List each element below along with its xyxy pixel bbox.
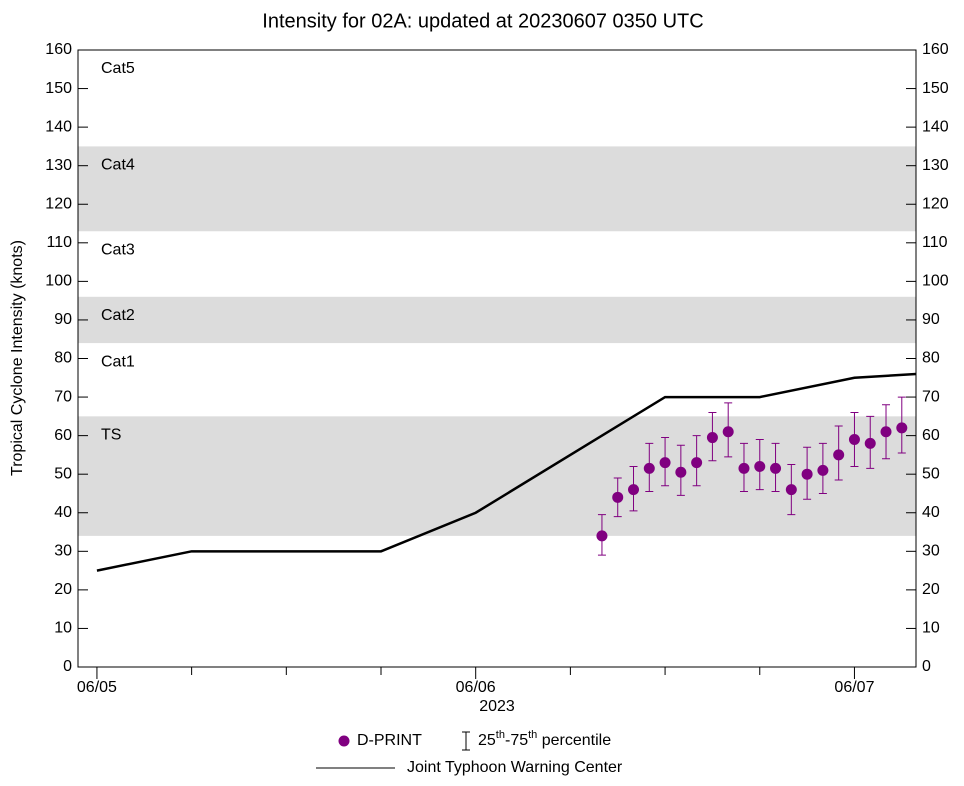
y-tick-label: 110 — [922, 234, 948, 251]
dprint-point — [659, 457, 671, 469]
y-tick-label: 130 — [45, 157, 72, 174]
y-tick-label: 40 — [922, 504, 940, 521]
dprint-point — [880, 426, 892, 438]
dprint-point — [896, 422, 908, 434]
dprint-point — [754, 460, 766, 472]
x-tick-label: 06/06 — [456, 679, 496, 696]
band-label: TS — [101, 427, 121, 444]
dprint-point — [785, 484, 797, 496]
band-label: Cat4 — [101, 157, 135, 174]
y-tick-label: 130 — [922, 157, 949, 174]
legend-errorbar-label: 25th-75th percentile — [478, 729, 611, 749]
dprint-point — [848, 433, 860, 445]
label-part: 25 — [478, 732, 496, 749]
y-tick-label: 60 — [54, 427, 72, 444]
y-tick-label: 70 — [54, 388, 72, 405]
plot-frame — [77, 49, 917, 668]
y-tick-label: 150 — [45, 80, 72, 97]
y-tick-label: 0 — [63, 658, 72, 675]
y-tick-label: 0 — [922, 658, 931, 675]
y-tick-label: 160 — [45, 41, 72, 58]
label-part: th — [528, 729, 537, 741]
y-tick-label: 140 — [45, 118, 72, 135]
y-tick-label: 50 — [54, 465, 72, 482]
label-part: -75 — [505, 732, 528, 749]
legend-marker — [338, 735, 350, 747]
y-tick-label: 120 — [922, 195, 949, 212]
chart-title: Intensity for 02A: updated at 20230607 0… — [262, 10, 703, 32]
y-axis-label: Tropical Cyclone Intensity (knots) — [9, 240, 26, 476]
dprint-point — [864, 437, 876, 449]
dprint-point — [596, 530, 608, 542]
intensity-band — [78, 296, 916, 344]
legend-label: Joint Typhoon Warning Center — [407, 759, 623, 776]
plot-area — [96, 372, 916, 572]
y-tick-label: 100 — [45, 273, 72, 290]
band-label: Cat5 — [101, 60, 135, 77]
intensity-band — [78, 146, 916, 232]
x-axis-label: 2023 — [479, 698, 515, 715]
y-tick-label: 20 — [922, 581, 940, 598]
y-tick-label: 10 — [922, 620, 940, 637]
band-label: Cat2 — [101, 307, 135, 324]
legend-label: D-PRINT — [357, 732, 422, 749]
y-tick-label: 20 — [54, 581, 72, 598]
dprint-point — [817, 464, 829, 476]
x-tick-label: 06/05 — [77, 679, 117, 696]
label-part: percentile — [537, 732, 611, 749]
dprint-point — [706, 432, 718, 444]
y-tick-label: 140 — [922, 118, 949, 135]
y-tick-label: 30 — [922, 543, 940, 560]
y-tick-label: 60 — [922, 427, 940, 444]
dprint-point — [612, 491, 624, 503]
y-tick-label: 50 — [922, 465, 940, 482]
x-tick-label: 06/07 — [834, 679, 874, 696]
label-part: th — [496, 729, 505, 741]
band-label: Cat1 — [101, 353, 135, 370]
dprint-point — [643, 462, 655, 474]
dprint-point — [722, 426, 734, 438]
y-tick-label: 90 — [922, 311, 940, 328]
y-tick-label: 40 — [54, 504, 72, 521]
intensity-band — [78, 416, 916, 536]
y-tick-label: 10 — [54, 620, 72, 637]
y-tick-label: 110 — [46, 234, 72, 251]
legend-errorbar — [462, 731, 470, 751]
dprint-point — [770, 462, 782, 474]
dprint-point — [628, 484, 640, 496]
dprint-point — [801, 468, 813, 480]
y-tick-label: 100 — [922, 273, 949, 290]
dprint-point — [833, 449, 845, 461]
y-tick-label: 120 — [45, 195, 72, 212]
dprint-point — [738, 462, 750, 474]
band-label: Cat3 — [101, 241, 135, 258]
dprint-point — [691, 457, 703, 469]
y-tick-label: 150 — [922, 80, 949, 97]
y-tick-label: 80 — [54, 350, 72, 367]
y-tick-label: 80 — [922, 350, 940, 367]
y-tick-label: 160 — [922, 41, 949, 58]
jtwc-line — [96, 372, 916, 572]
y-tick-label: 30 — [54, 543, 72, 560]
y-tick-label: 70 — [922, 388, 940, 405]
dprint-point — [675, 466, 687, 478]
y-tick-label: 90 — [54, 311, 72, 328]
